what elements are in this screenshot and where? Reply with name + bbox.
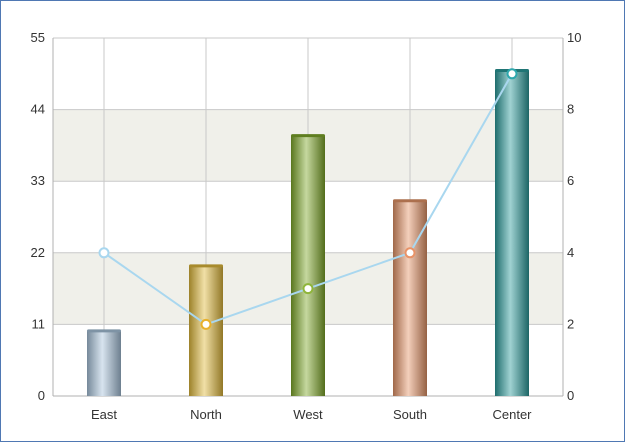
bar-cap [87,329,121,333]
line-point [506,68,518,80]
bar-center [495,70,529,396]
bar-cap [393,199,427,203]
right-tick-label: 0 [567,388,574,403]
left-tick-label: 22 [31,245,45,260]
x-tick-label: West [293,407,323,422]
x-tick-label: North [190,407,222,422]
left-tick-label: 33 [31,173,45,188]
right-tick-label: 2 [567,316,574,331]
bar-north [189,265,223,396]
right-tick-label: 4 [567,245,574,260]
left-axis: 0 11 22 33 44 55 [31,30,45,403]
right-tick-label: 10 [567,30,581,45]
left-tick-label: 0 [38,388,45,403]
bar-west [291,135,325,397]
bar-series [87,69,529,397]
line-point [200,318,212,330]
left-tick-label: 44 [31,102,45,117]
right-tick-label: 8 [567,102,574,117]
right-tick-label: 6 [567,173,574,188]
line-point [404,247,416,259]
right-axis: 0 2 4 6 8 10 [567,30,581,403]
line-point [302,283,314,295]
bar-east [87,330,121,396]
x-axis: East North West South Center [91,407,532,422]
bar-cap [291,134,325,138]
left-tick-label: 55 [31,30,45,45]
line-point [98,247,110,259]
x-tick-label: South [393,407,427,422]
x-tick-label: East [91,407,117,422]
line-points [98,68,518,330]
left-tick-label: 11 [32,316,46,331]
x-tick-label: Center [492,407,532,422]
bar-cap [189,264,223,268]
